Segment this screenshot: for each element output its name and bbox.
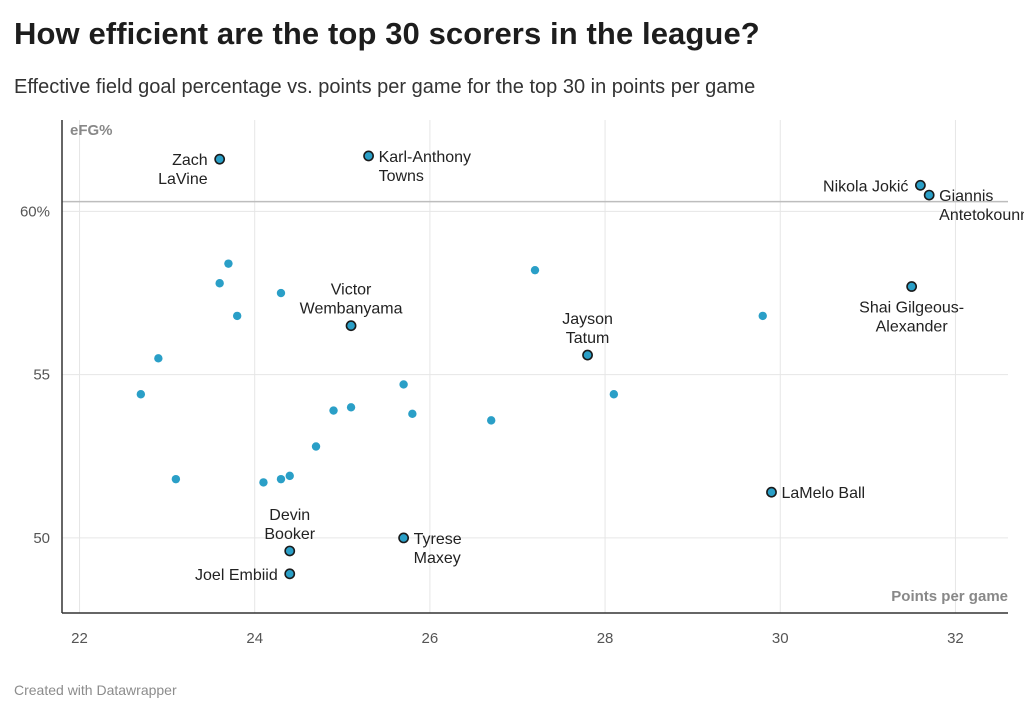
data-point xyxy=(154,354,163,363)
data-point xyxy=(399,380,408,389)
data-point xyxy=(215,279,224,288)
y-tick-label: 55 xyxy=(33,367,50,384)
data-point xyxy=(609,390,619,399)
data-points xyxy=(136,150,935,580)
labeled-data-point xyxy=(398,532,410,544)
x-tick-label: 22 xyxy=(71,630,88,647)
chart-title: How efficient are the top 30 scorers in … xyxy=(14,16,760,51)
labeled-data-point xyxy=(766,486,777,498)
y-tick-label: 60% xyxy=(20,203,50,220)
data-point xyxy=(311,442,321,451)
labeled-data-point xyxy=(582,349,593,361)
scatter-chart: eFG%Points per game 22 24 26 28 30 32505560% … xyxy=(20,120,1024,647)
labeled-data-point xyxy=(363,150,374,162)
data-point xyxy=(276,288,286,298)
y-tick-label: 50 xyxy=(33,530,50,547)
x-tick-label: 24 xyxy=(246,630,263,647)
tick-labels: 22 24 26 28 30 32 50 55 60% xyxy=(20,203,964,647)
data-point xyxy=(329,406,338,415)
data-point xyxy=(259,478,268,487)
point-label: Jayson Tatum xyxy=(562,311,613,347)
point-label: Karl-Anthony Towns xyxy=(379,149,472,185)
point-label: Devin Booker xyxy=(264,507,315,543)
labeled-data-point xyxy=(915,179,926,191)
x-tick-label: 32 xyxy=(947,630,964,647)
labeled-data-point xyxy=(284,568,296,580)
point-label: Joel Embiid xyxy=(195,567,278,584)
data-point xyxy=(232,311,242,321)
data-point xyxy=(136,390,146,399)
x-tick-label: 28 xyxy=(597,630,614,647)
x-axis-title: Points per game xyxy=(891,588,1008,605)
point-label: GiannisAntetokounmpo xyxy=(939,188,1024,224)
point-label: Tyrese Maxey xyxy=(414,531,462,567)
data-point xyxy=(224,259,233,268)
point-label: LaMelo Ball xyxy=(782,485,866,502)
data-point xyxy=(171,474,181,484)
data-point xyxy=(408,409,417,419)
point-labels: Zach LaVine Karl-Anthony Towns Nikola Jokić G… xyxy=(158,149,1024,584)
data-point xyxy=(758,311,767,321)
labeled-data-point xyxy=(284,545,296,557)
labeled-data-point xyxy=(923,189,935,201)
point-label: Victor Wembanyama xyxy=(300,282,403,318)
axes: eFG% Points per game xyxy=(61,120,1008,614)
credit-footer: Created with Datawrapper xyxy=(14,682,177,698)
point-label: Zach LaVine xyxy=(158,152,208,188)
x-tick-label: 30 xyxy=(772,630,789,647)
data-point xyxy=(487,416,496,425)
labeled-data-point xyxy=(906,281,918,292)
data-point xyxy=(530,265,540,275)
chart-subtitle: Effective field goal percentage vs. poin… xyxy=(14,76,756,98)
data-point xyxy=(285,471,294,481)
data-point xyxy=(346,403,356,412)
data-point xyxy=(276,474,286,484)
labeled-data-point xyxy=(214,153,226,165)
point-label: Shai Gilgeous-Alexander xyxy=(859,300,964,336)
x-tick-label: 26 xyxy=(422,630,439,647)
y-axis-title: eFG% xyxy=(70,122,113,139)
point-label: Nikola Jokić xyxy=(823,178,908,195)
labeled-data-point xyxy=(345,320,357,332)
